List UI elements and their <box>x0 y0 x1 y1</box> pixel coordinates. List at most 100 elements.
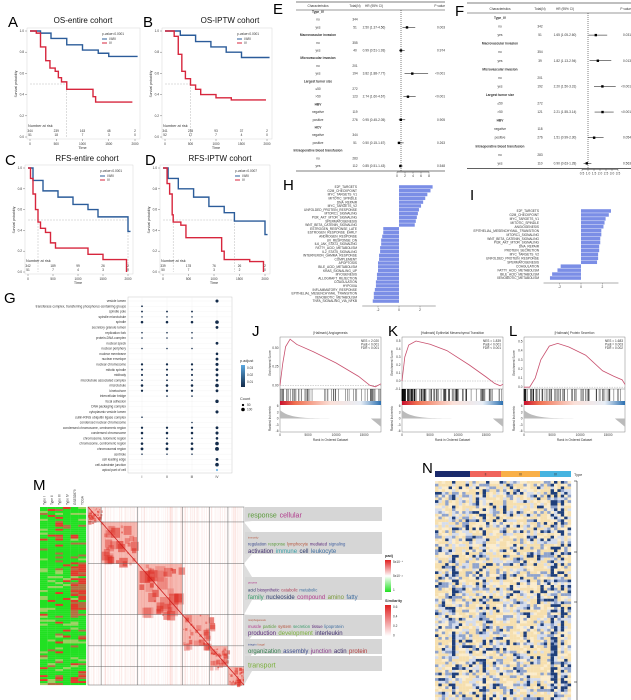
heatmap-cell <box>526 497 531 501</box>
heatmap-cell <box>70 586 79 589</box>
heatmap-cell <box>63 671 71 674</box>
heatmap-cell <box>560 481 565 484</box>
heatmap-cell <box>513 628 517 632</box>
risk-count: 2 <box>239 268 241 272</box>
wordcloud-row: acid biosynthetic catabolic metabolic <box>248 587 317 592</box>
heatmap-cell <box>475 481 480 484</box>
similarity-cell <box>105 530 113 538</box>
dot <box>140 389 144 392</box>
heatmap-cell <box>526 481 531 484</box>
heatmap-cell <box>47 552 56 555</box>
heatmap-cell <box>465 620 470 624</box>
heatmap-cell <box>513 593 517 597</box>
heatmap-cell <box>499 533 504 536</box>
heatmap-cell <box>564 579 568 583</box>
heatmap-cell <box>55 639 64 642</box>
heatmap-cell <box>70 651 79 654</box>
heatmap-cell <box>78 635 87 638</box>
heatmap-cell <box>465 538 470 542</box>
heatmap-cell <box>63 512 71 516</box>
heatmap-cell <box>547 612 551 616</box>
row-hr: 0.50 (0.15-1.67) <box>363 141 386 145</box>
heatmap-cell <box>540 560 544 564</box>
heatmap-cell <box>465 563 470 566</box>
heatmap-cell <box>63 556 71 559</box>
similarity-cell <box>241 676 245 681</box>
heatmap-cell <box>516 628 521 632</box>
heatmap-cell <box>63 599 71 603</box>
row-total: 118 <box>537 127 542 131</box>
dot <box>165 389 169 392</box>
heatmap-cell <box>526 538 531 542</box>
heatmap-cell <box>540 590 544 594</box>
heatmap-cell <box>465 661 470 665</box>
x-tick-label: 0.5 <box>580 171 585 175</box>
dot <box>140 368 144 371</box>
heatmap-cell <box>482 522 487 525</box>
heatmap-cell <box>499 554 504 558</box>
heatmap-cell <box>482 664 487 668</box>
heatmap-cell <box>472 560 476 564</box>
heatmap-cell <box>40 584 48 587</box>
row-total: 272 <box>352 87 358 91</box>
row-pvalue: 0.031 <box>623 33 631 37</box>
similarity-cell <box>203 643 210 651</box>
heatmap-cell <box>469 533 473 536</box>
heatmap-cell <box>554 489 558 493</box>
heatmap-cell <box>489 612 493 616</box>
heatmap-cell <box>560 541 565 545</box>
heatmap-cell <box>70 661 79 664</box>
heatmap-cell <box>520 530 524 534</box>
heatmap-cell <box>564 483 568 487</box>
dot <box>165 431 169 435</box>
heatmap-cell <box>540 516 544 520</box>
heatmap-cell <box>40 578 48 581</box>
row-pvalue: 0.003 <box>437 25 445 29</box>
dot <box>215 357 219 361</box>
heatmap-cell <box>492 494 497 498</box>
panel-label: I <box>470 187 474 204</box>
heatmap-cell <box>503 609 507 613</box>
heatmap-cell <box>465 650 470 654</box>
heatmap-cell <box>469 543 473 547</box>
heatmap-cell <box>455 645 459 649</box>
heatmap-cell <box>560 535 565 539</box>
heatmap-cell <box>482 590 487 594</box>
heatmap-cell <box>438 645 442 649</box>
heatmap-cell <box>40 659 48 662</box>
heatmap-cell <box>554 590 558 594</box>
heatmap-cell <box>472 535 476 539</box>
heatmap-cell <box>448 574 453 577</box>
heatmap-cell <box>482 568 487 572</box>
x-tick-label: 500 <box>50 277 56 281</box>
heatmap-cell <box>499 645 504 649</box>
heatmap-cell <box>492 661 497 665</box>
heatmap-cell <box>557 639 561 643</box>
heatmap-cell <box>479 576 483 580</box>
enrichment-stat: NES = 1.683 <box>605 339 623 343</box>
heatmap-cell <box>438 502 442 506</box>
heatmap-cell <box>455 653 459 657</box>
heatmap-cell <box>438 554 442 558</box>
heatmap-cell <box>47 578 56 581</box>
heatmap-cell <box>63 558 71 561</box>
heatmap-cell <box>475 549 480 553</box>
heatmap-cell <box>78 570 87 573</box>
heatmap-cell <box>489 541 493 545</box>
heatmap-cell <box>482 519 487 523</box>
heatmap-cell <box>452 491 456 495</box>
heatmap-cell <box>550 549 555 553</box>
heatmap-cell <box>448 650 453 654</box>
y2-tick-label: 3 <box>277 410 279 414</box>
heatmap-cell <box>550 497 555 501</box>
heatmap-cell <box>526 574 531 577</box>
heatmap-cell <box>509 642 514 646</box>
heatmap-cell <box>523 574 527 577</box>
heatmap-cell <box>40 546 48 549</box>
heatmap-cell <box>523 579 527 583</box>
heatmap-cell <box>455 563 459 566</box>
similarity-cell <box>155 566 166 578</box>
heatmap-cell <box>70 679 79 682</box>
heatmap-cell <box>458 593 463 597</box>
heatmap-cell <box>567 595 572 599</box>
